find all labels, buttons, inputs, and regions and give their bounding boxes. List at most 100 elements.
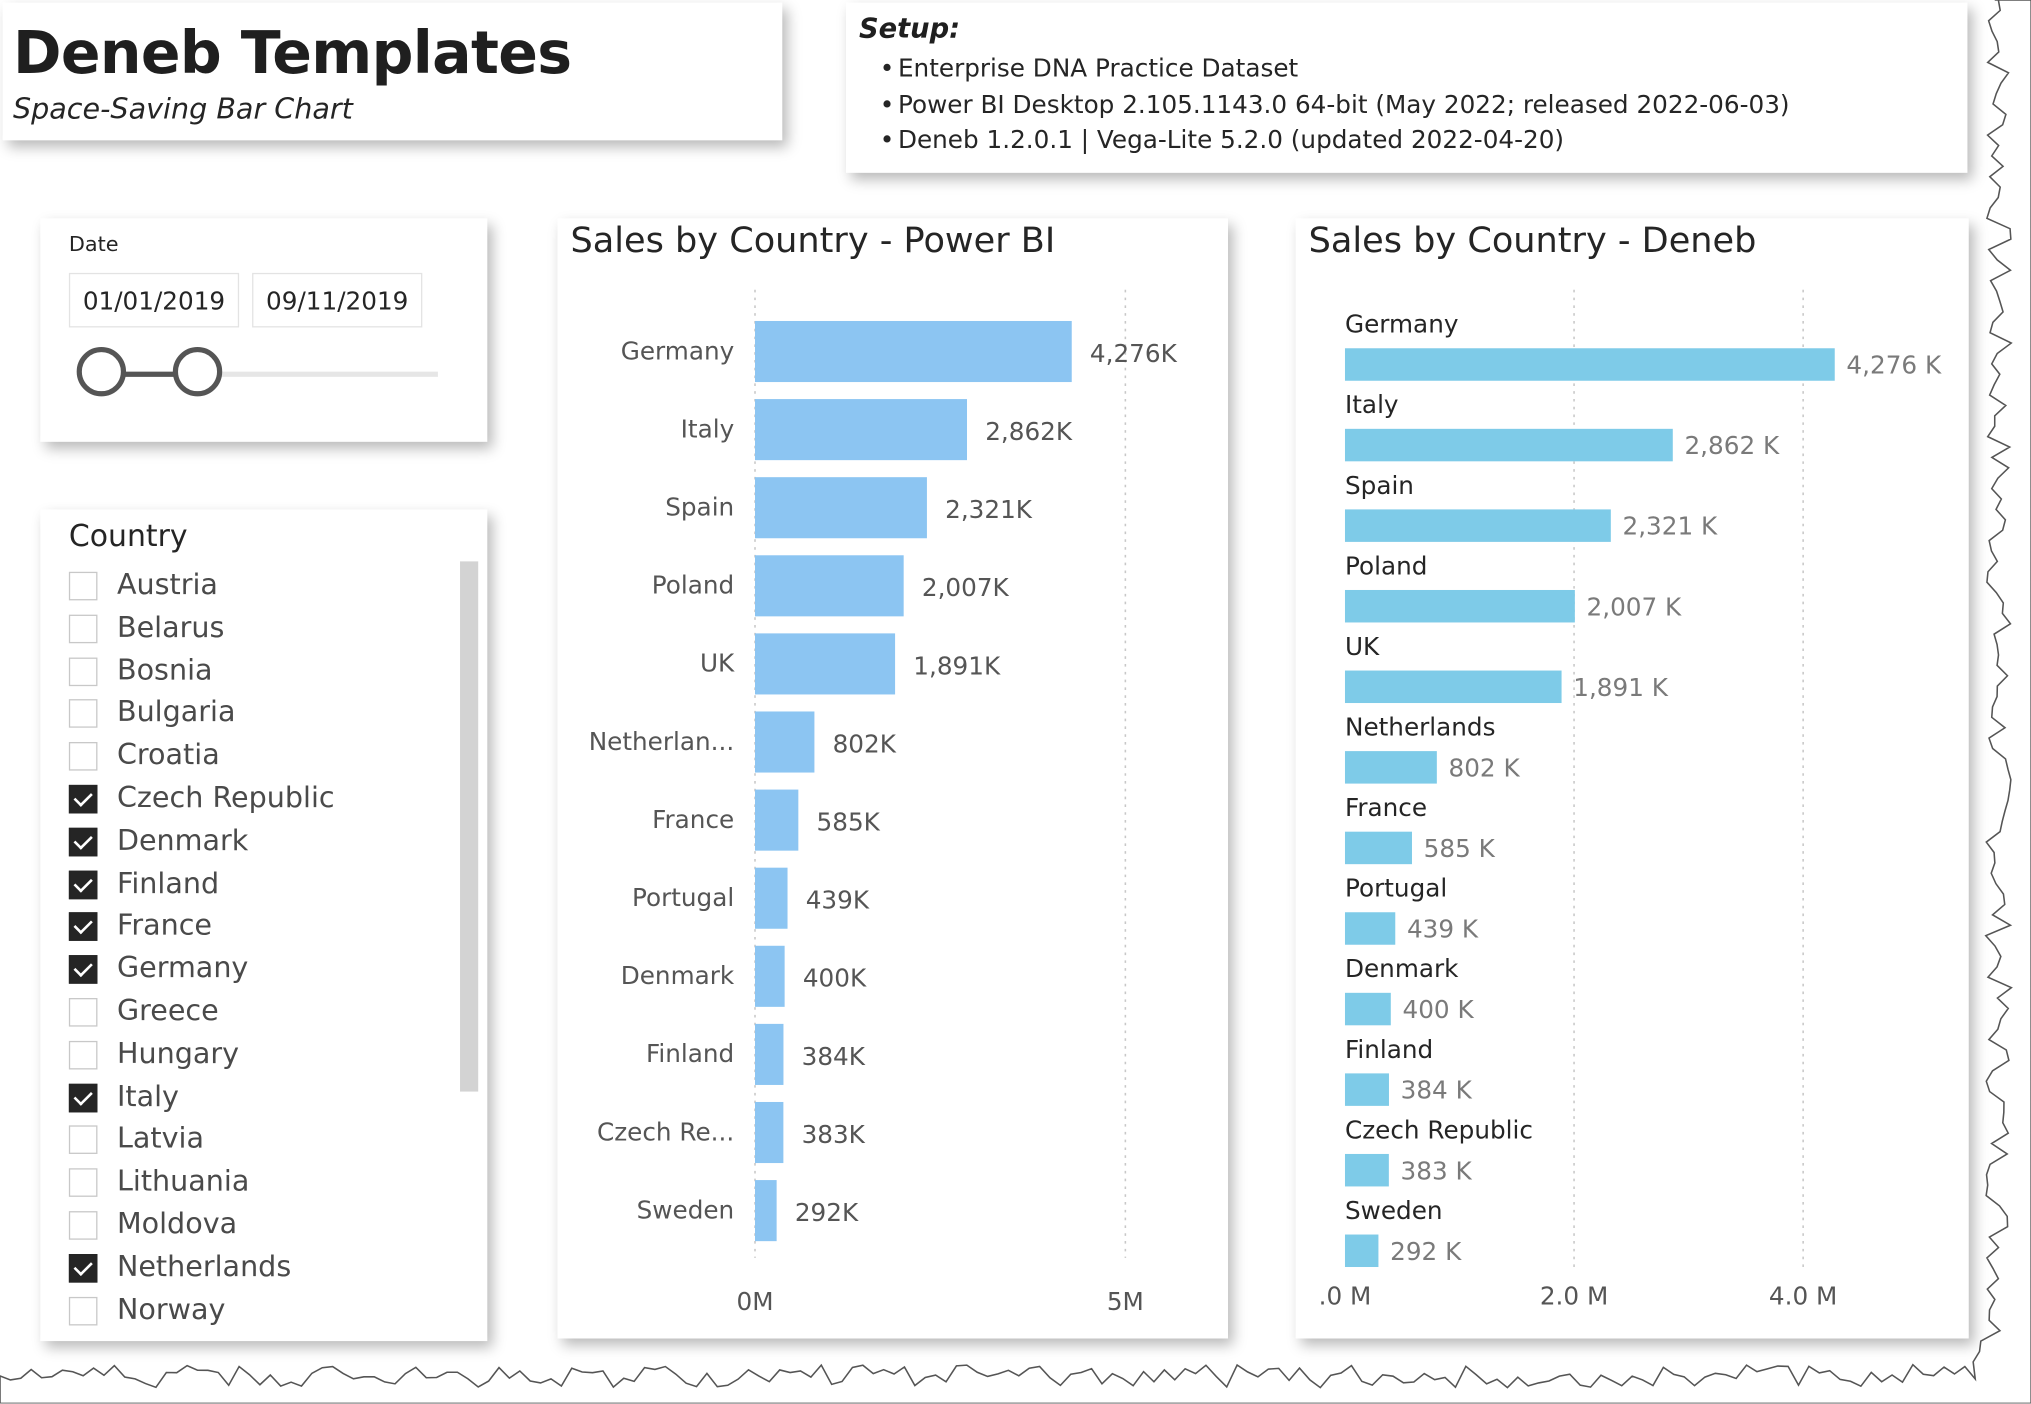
deneb-chart-title: Sales by Country - Deneb [1308,220,1757,262]
checkbox-icon[interactable] [68,571,98,601]
checkbox-checked-icon[interactable] [68,870,98,899]
checkbox-checked-icon[interactable] [68,912,98,942]
bar[interactable] [755,867,788,929]
setup-card: Setup: • Enterprise DNA Practice Dataset … [845,2,1968,173]
bar[interactable] [1344,589,1575,623]
page-subtitle: Space-Saving Bar Chart [12,93,353,127]
checkbox-icon[interactable] [68,997,98,1027]
bar[interactable] [1344,1073,1389,1106]
category-label: Netherlan... [589,727,735,756]
bar[interactable] [1344,1234,1379,1268]
category-label: Czech Republic [1345,1115,1533,1144]
checkbox-icon[interactable] [68,1296,98,1325]
category-label: Spain [665,493,734,522]
bar[interactable] [755,945,785,1007]
bar[interactable] [1344,1153,1389,1187]
powerbi-bar-chart: 0M 5M Germany 4,276K Italy 2,862K Spain 2,321K P… [589,289,1178,1316]
category-label: Poland [652,571,734,600]
checkbox-checked-icon[interactable] [68,1253,98,1283]
bar[interactable] [1344,348,1835,381]
bar[interactable] [755,555,904,617]
data-label: 2,007K [922,573,1010,602]
country-item-label: Italy [116,1080,179,1114]
checkbox-icon[interactable] [68,1125,98,1155]
category-label: Denmark [621,961,735,990]
checkbox-checked-icon[interactable] [68,1083,98,1112]
category-label: Sweden [1345,1196,1443,1225]
category-label: Portugal [1345,874,1447,903]
data-label: 4,276K [1090,339,1178,368]
bar[interactable] [755,399,968,461]
bar[interactable] [1344,751,1437,784]
bar[interactable] [755,320,1072,383]
data-label: 400K [803,964,867,993]
bar[interactable] [1344,992,1391,1026]
bar[interactable] [1344,509,1611,542]
category-label: Germany [1345,310,1458,339]
bar[interactable] [1344,831,1412,865]
country-scrollbar-thumb[interactable] [460,561,479,1092]
data-label: 585 K [1424,834,1496,863]
bar[interactable] [1344,912,1396,945]
bar[interactable] [755,789,799,851]
checkbox-icon[interactable] [68,699,98,729]
date-slider-start-handle[interactable] [76,346,127,397]
data-label: 384 K [1401,1076,1473,1105]
bar[interactable] [755,633,896,695]
checkbox-icon[interactable] [68,657,98,686]
bar[interactable] [755,1023,784,1085]
x-tick-label: 2.0 M [1540,1282,1608,1311]
country-item-label: Moldova [116,1208,238,1241]
checkbox-icon[interactable] [68,742,98,771]
data-label: 292K [795,1198,859,1227]
checkbox-icon[interactable] [68,1211,98,1240]
setup-item: • Power BI Desktop 2.105.1143.0 64-bit (M… [880,88,1790,124]
checkbox-icon[interactable] [68,1168,98,1198]
bar[interactable] [755,711,815,773]
country-item-label: Lithuania [116,1165,250,1199]
data-label: 383 K [1401,1156,1473,1185]
data-label: 2,862K [985,417,1073,446]
category-label: Germany [621,336,734,365]
country-item-label: Bulgaria [116,697,236,730]
checkbox-icon[interactable] [68,1040,98,1070]
data-label: 2,007 K [1587,592,1683,621]
country-item-label: Belarus [116,611,225,645]
checkbox-checked-icon[interactable] [68,955,98,984]
category-label: Italy [1345,390,1399,419]
date-slider-end-handle[interactable] [172,346,223,397]
category-label: Finland [646,1039,734,1068]
checkbox-icon[interactable] [68,614,98,643]
country-item-label: France [116,910,213,943]
country-slicer: Country Austria Belarus Bosnia Bulgaria Croa… [40,509,488,1342]
country-item-label: Greece [116,995,219,1028]
category-label: France [1345,793,1427,822]
date-end-input[interactable]: 09/11/2019 [252,272,423,328]
data-label: 1,891K [913,651,1001,680]
setup-item: • Deneb 1.2.0.1 | Vega-Lite 5.2.0 (update… [880,123,1790,159]
country-item-label: Austria [116,569,218,602]
data-label: 439 K [1407,915,1479,944]
data-label: 384K [802,1042,866,1071]
bar[interactable] [755,477,927,539]
bar[interactable] [755,1101,784,1164]
data-label: 1,891 K [1573,673,1669,702]
x-tick-label: 4.0 M [1769,1282,1837,1311]
checkbox-checked-icon[interactable] [68,827,98,857]
data-label: 292 K [1390,1237,1462,1266]
category-label: Sweden [637,1195,735,1224]
bar[interactable] [1344,670,1562,704]
country-item-label: Bosnia [116,654,213,687]
bar[interactable] [1344,428,1673,462]
category-label: Finland [1345,1035,1433,1064]
date-start-input[interactable]: 01/01/2019 [68,272,240,328]
setup-item: • Enterprise DNA Practice Dataset [880,52,1790,88]
data-label: 2,862 K [1684,431,1780,460]
deneb-chart-card: .0 M 2.0 M 4.0 M Germany 4,276 K Italy 2,862 K… [1295,218,1969,1339]
country-item-label: Germany [116,952,249,986]
data-label: 2,321 K [1623,512,1719,541]
bar[interactable] [755,1180,777,1242]
checkbox-checked-icon[interactable] [68,784,98,814]
category-label: Netherlands [1345,713,1495,742]
category-label: UK [1345,632,1380,661]
